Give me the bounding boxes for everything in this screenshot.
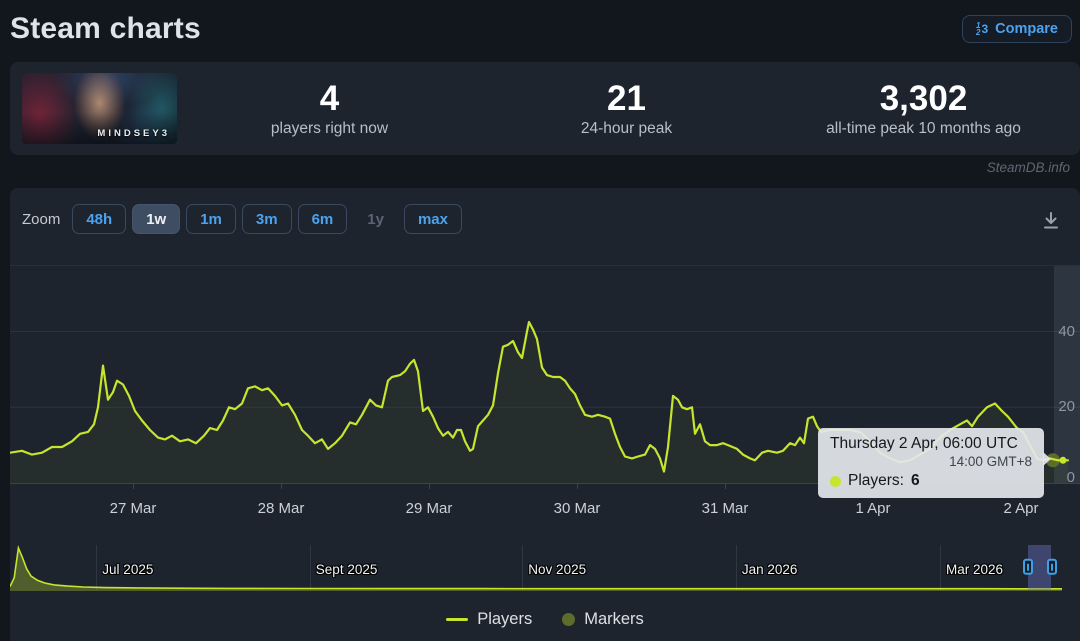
zoom-button-6m[interactable]: 6m xyxy=(297,204,348,234)
x-axis-tick xyxy=(577,484,578,489)
x-axis-tick xyxy=(725,484,726,489)
navigator-date-label: Sept 2025 xyxy=(315,562,378,577)
x-axis-tick xyxy=(429,484,430,489)
stat-24h-peak: 21 24-hour peak xyxy=(482,78,771,138)
zoom-button-1y: 1y xyxy=(353,204,398,234)
navigator-date-label: Nov 2025 xyxy=(528,562,587,577)
y-axis-label: 40 xyxy=(1058,322,1075,340)
steamdb-watermark: SteamDB.info xyxy=(986,160,1070,175)
navigator-date-label: Jan 2026 xyxy=(741,562,798,577)
zoom-button-48h[interactable]: 48h xyxy=(72,204,127,234)
tooltip-localtime: 14:00 GMT+8 xyxy=(949,454,1032,469)
players-line-swatch xyxy=(446,618,469,621)
legend-item-players[interactable]: Players xyxy=(446,610,532,629)
stat-alltime-peak-label: all-time peak 10 months ago xyxy=(826,119,1021,137)
x-axis-label: 2 Apr xyxy=(1003,500,1039,517)
tooltip-players-value: 6 xyxy=(911,472,920,489)
legend-item-markers[interactable]: Markers xyxy=(562,610,644,629)
stats-panel: MINDSEY3 4 players right now 21 24-hour … xyxy=(10,62,1080,155)
game-capsule-wordmark: MINDSEY3 xyxy=(97,128,170,139)
page-title: Steam charts xyxy=(10,11,201,45)
download-chart-button[interactable] xyxy=(1038,208,1064,234)
range-navigator[interactable]: Jul 2025 Sept 2025 Nov 2025 Jan 2026 Mar 202… xyxy=(10,545,1062,591)
chart-panel: Zoom 48h 1w 1m 3m 6m 1y max 0 20 40 27 Mar… xyxy=(10,188,1080,641)
navigator-right-handle[interactable] xyxy=(1046,558,1057,575)
players-series-dot-icon xyxy=(830,475,841,487)
chart-legend: Players Markers xyxy=(10,610,1080,629)
navigator-gridline xyxy=(522,545,524,590)
tooltip-datetime: Thursday 2 Apr, 06:00 UTC xyxy=(830,435,1018,452)
x-axis-label: 30 Mar xyxy=(553,500,601,517)
x-axis-label: 27 Mar xyxy=(109,500,157,517)
x-axis-label: 28 Mar xyxy=(257,500,305,517)
y-axis-label: 0 xyxy=(1066,469,1075,486)
markers-dot-swatch xyxy=(562,613,576,626)
zoom-label: Zoom xyxy=(22,210,61,228)
stat-alltime-peak: 3,302 all-time peak 10 months ago xyxy=(779,78,1068,138)
navigator-gridline xyxy=(940,545,941,590)
x-axis-label: 29 Mar xyxy=(405,500,453,517)
zoom-toolbar: Zoom 48h 1w 1m 3m 6m 1y max xyxy=(22,204,462,234)
navigator-gridline xyxy=(735,545,737,590)
tooltip-players-row: Players: 6 xyxy=(830,472,1032,490)
x-axis-tick xyxy=(281,484,282,489)
navigator-gridline xyxy=(96,545,98,590)
compare-button-label: Compare xyxy=(995,20,1058,37)
navigator-date-label: Jul 2025 xyxy=(102,562,154,577)
tooltip-series-label: Players: xyxy=(848,472,904,489)
navigator-left-handle[interactable] xyxy=(1023,558,1034,575)
legend-players-label: Players xyxy=(477,610,533,628)
x-axis-tick xyxy=(133,484,134,489)
stat-players-now-label: players right now xyxy=(270,119,389,137)
main-chart-plot-area[interactable]: 0 20 40 xyxy=(10,265,1080,489)
stat-24h-peak-value: 21 xyxy=(607,78,646,118)
zoom-button-3m[interactable]: 3m xyxy=(241,204,292,234)
stat-players-now: 4 players right now xyxy=(185,78,474,138)
x-axis-line xyxy=(10,483,1080,484)
crosshair-band xyxy=(1054,266,1080,483)
x-axis-label: 31 Mar xyxy=(701,500,749,517)
x-axis-labels: 27 Mar 28 Mar 29 Mar 30 Mar 31 Mar 1 Apr 2 Apr xyxy=(10,500,1080,518)
navigator-selected-range[interactable] xyxy=(1028,545,1052,590)
stat-alltime-peak-value: 3,302 xyxy=(879,78,968,118)
zoom-button-1m[interactable]: 1m xyxy=(186,204,236,234)
chart-tooltip: Thursday 2 Apr, 06:00 UTC 14:00 GMT+8 Pl… xyxy=(818,428,1051,498)
game-capsule-image[interactable]: MINDSEY3 xyxy=(22,73,177,144)
zoom-button-1w[interactable]: 1w xyxy=(132,204,181,234)
x-axis-label: 1 Apr xyxy=(855,500,891,517)
zoom-button-max[interactable]: max xyxy=(403,204,462,234)
stat-24h-peak-label: 24-hour peak xyxy=(580,119,673,137)
legend-markers-label: Markers xyxy=(584,610,644,628)
stat-players-now-value: 4 xyxy=(319,78,340,118)
download-icon xyxy=(1044,212,1058,229)
y-axis-label: 20 xyxy=(1058,398,1075,416)
navigator-date-label: Mar 2026 xyxy=(946,562,1004,577)
navigator-area-chart xyxy=(10,545,1062,591)
tooltip-arrow xyxy=(1043,452,1051,466)
navigator-gridline xyxy=(309,545,311,590)
